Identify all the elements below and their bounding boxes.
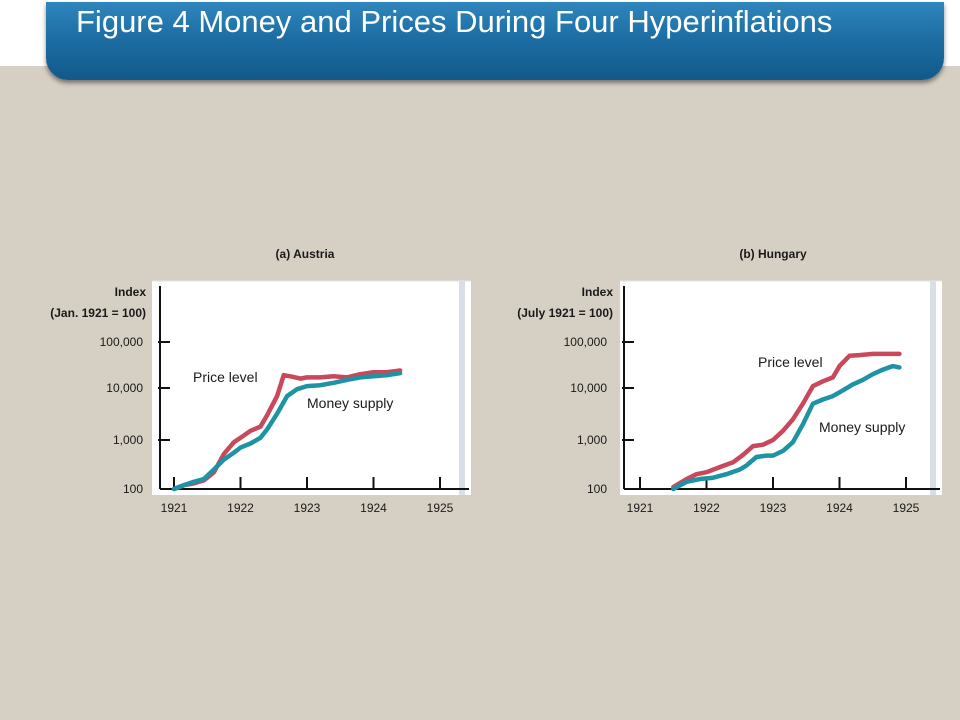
y-tick-label: 100,000	[564, 335, 608, 349]
y-axis-label: Index	[582, 285, 614, 299]
x-tick-label: 1924	[826, 501, 853, 515]
y-tick-label: 100	[587, 482, 607, 496]
y-axis-label-base: (Jan. 1921 = 100)	[50, 306, 146, 320]
y-tick-label: 10,000	[570, 381, 607, 395]
money-supply-line	[671, 363, 902, 492]
plot-edge-shade	[459, 281, 465, 495]
page-title: Figure 4 Money and Prices During Four Hy…	[76, 4, 833, 39]
chart-title: (a) Austria	[276, 247, 335, 261]
x-tick-label: 1925	[893, 501, 920, 515]
x-tick-label: 1923	[294, 501, 321, 515]
y-tick-label: 100,000	[100, 335, 144, 349]
money-supply-label: Money supply	[307, 395, 393, 411]
price-level-line	[671, 351, 902, 490]
y-tick-label: 1,000	[577, 433, 607, 447]
price-level-label: Price level	[758, 354, 823, 370]
money-supply-line	[171, 370, 403, 492]
y-tick-label: 100	[123, 482, 143, 496]
x-tick-label: 1922	[693, 501, 720, 515]
x-tick-label: 1923	[760, 501, 787, 515]
x-tick-label: 1921	[627, 501, 654, 515]
plot-edge-shade	[930, 281, 936, 495]
y-tick-label: 1,000	[113, 433, 143, 447]
y-tick-label: 10,000	[106, 381, 143, 395]
y-axis-label-base: (July 1921 = 100)	[517, 306, 613, 320]
x-tick-label: 1924	[360, 501, 387, 515]
title-banner	[46, 2, 944, 80]
price-level-label: Price level	[193, 369, 258, 385]
x-tick-label: 1921	[161, 501, 188, 515]
y-axis-label: Index	[115, 285, 147, 299]
chart-title: (b) Hungary	[739, 247, 807, 261]
plot-area	[620, 281, 942, 495]
x-tick-label: 1925	[427, 501, 454, 515]
money-supply-label: Money supply	[819, 419, 905, 435]
x-tick-label: 1922	[227, 501, 254, 515]
